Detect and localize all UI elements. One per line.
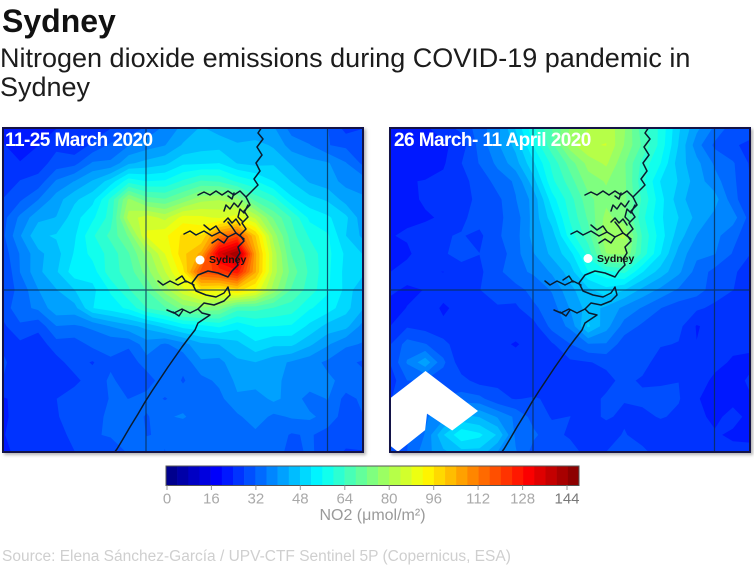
- svg-text:48: 48: [292, 491, 309, 508]
- svg-text:0: 0: [163, 491, 171, 508]
- svg-text:128: 128: [510, 491, 535, 508]
- svg-text:Sydney: Sydney: [209, 254, 247, 266]
- svg-text:80: 80: [381, 491, 398, 508]
- svg-text:32: 32: [248, 491, 265, 508]
- svg-text:16: 16: [203, 491, 220, 508]
- svg-text:96: 96: [425, 491, 442, 508]
- svg-text:Sydney: Sydney: [597, 253, 635, 265]
- svg-text:112: 112: [466, 491, 490, 508]
- svg-text:NO2 (μmol/m²): NO2 (μmol/m²): [319, 507, 425, 524]
- svg-text:64: 64: [336, 491, 353, 508]
- svg-text:144: 144: [554, 491, 579, 508]
